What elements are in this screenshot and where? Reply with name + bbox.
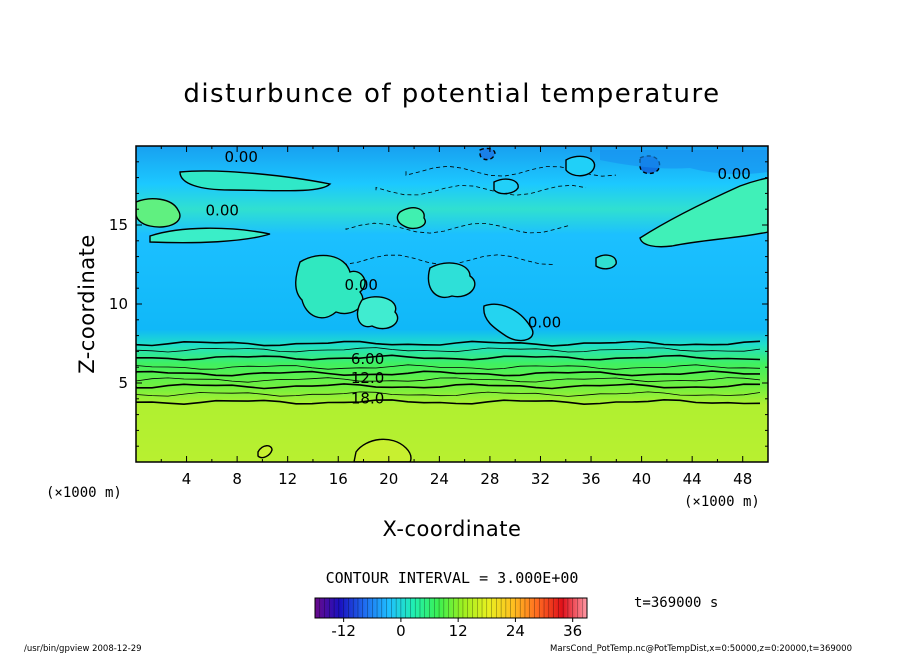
colorbar-stripes: [319, 598, 583, 618]
x-tick-label: 48: [733, 470, 752, 488]
turbulent-patch: [149, 227, 271, 244]
turbulent-patch: [483, 303, 534, 342]
contour-line: [136, 398, 761, 406]
chart-title: disturbunce of potential temperature: [183, 79, 720, 109]
y-tick-label: 15: [109, 216, 128, 234]
colorbar: -12 0 12 24 36: [314, 597, 588, 640]
turbulent-patch: [600, 150, 768, 175]
x-tick-label: 8: [232, 470, 242, 488]
contour-line: [136, 354, 761, 361]
contour-label: 0.00: [206, 202, 239, 220]
colorbar-tick-label: 24: [506, 622, 525, 640]
contour-interval-text: CONTOUR INTERVAL = 3.000E+00: [326, 569, 579, 587]
x-axis-unit-left: (×1000 m): [46, 485, 122, 501]
contour-label: 6.00: [351, 350, 384, 368]
negative-contour-line: [345, 222, 571, 234]
contour-label: 12.0: [351, 369, 384, 387]
temperature-field: [136, 146, 768, 462]
footer-right: MarsCond_PotTemp.nc@PotTempDist,x=0:5000…: [550, 644, 852, 654]
x-axis-label: X-coordinate: [383, 517, 522, 541]
turbulent-patch: [493, 178, 519, 195]
x-tick-label: 12: [278, 470, 297, 488]
turbulent-patch: [479, 147, 496, 161]
contour-line: [136, 370, 760, 377]
colorbar-tick-label: 0: [396, 622, 406, 640]
x-tick-label: 16: [329, 470, 348, 488]
x-tick-label: 36: [581, 470, 600, 488]
y-axis-label: Z-coordinate: [75, 234, 99, 374]
turbulent-patch: [257, 445, 273, 459]
turbulent-patch: [427, 262, 476, 299]
contour-label: 0.00: [717, 165, 750, 183]
contour-line: [136, 364, 761, 370]
x-tick-label: 20: [379, 470, 398, 488]
negative-contour-line: [405, 165, 617, 177]
contour-label: 0.00: [224, 148, 257, 166]
turbulent-patch: [396, 207, 426, 230]
x-tick-label: 40: [632, 470, 651, 488]
colorbar-tick-label: 12: [449, 622, 468, 640]
contour-label: 0.00: [528, 314, 561, 332]
contour-label: 0.00: [345, 276, 378, 294]
footer-left: /usr/bin/gpview 2008-12-29: [24, 644, 142, 654]
contour-label: 18.0: [351, 390, 384, 408]
colorbar-tick-label: 36: [563, 622, 582, 640]
time-label: t=369000 s: [634, 595, 718, 611]
x-tick-label: 32: [531, 470, 550, 488]
contour-line: [136, 383, 761, 390]
contour-line: [136, 340, 761, 347]
turbulent-patch: [595, 254, 617, 270]
turbulent-patch: [639, 177, 768, 248]
colorbar-tick-label: -12: [331, 622, 356, 640]
contour-line: [136, 391, 761, 397]
turbulent-patch: [179, 170, 332, 192]
y-tick-label: 10: [109, 295, 128, 313]
x-tick-label: 24: [430, 470, 449, 488]
x-tick-label: 28: [480, 470, 499, 488]
turbulent-patches: [136, 147, 768, 462]
x-axis-unit-right: (×1000 m): [684, 494, 760, 510]
x-tick-label: 44: [683, 470, 702, 488]
colorbar-ticks: -12 0 12 24 36: [331, 618, 582, 640]
turbulent-patch: [565, 155, 596, 177]
y-axis-ticks: 5 10 15: [109, 161, 768, 447]
turbulent-patch: [136, 198, 181, 228]
turbulent-patch: [356, 296, 399, 330]
x-axis-ticks: 4 8 12 16 20 24 28 32 36 40 44 48: [160, 146, 752, 488]
x-tick-label: 4: [182, 470, 192, 488]
contour-line: [136, 377, 761, 383]
y-tick-label: 5: [118, 374, 128, 392]
colorbar-fill: [314, 597, 588, 619]
contour-line: [136, 347, 761, 353]
contour-lines: [136, 165, 761, 406]
